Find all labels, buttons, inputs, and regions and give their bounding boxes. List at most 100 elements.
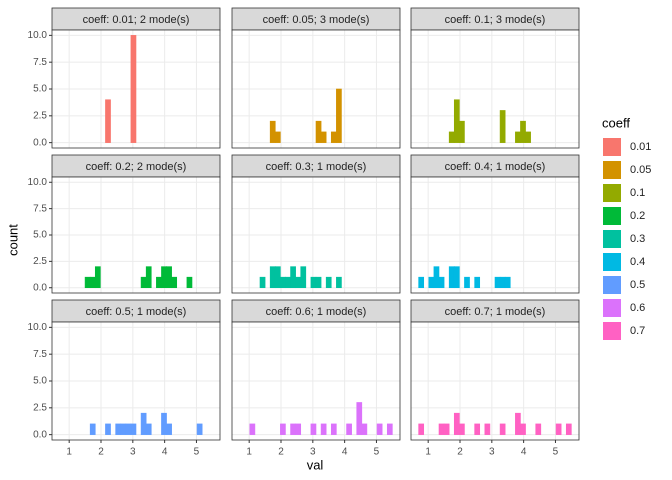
strip-title: coeff: 0.2; 2 mode(s) (86, 161, 187, 173)
bar (448, 266, 455, 289)
bar (330, 423, 337, 435)
panel-border (51, 176, 221, 294)
bar (555, 423, 562, 435)
bar (290, 423, 296, 435)
bar (140, 412, 147, 435)
strip-title: coeff: 0.1; 3 mode(s) (445, 14, 546, 26)
bar (274, 131, 281, 143)
bar (565, 423, 572, 435)
panel-border (51, 321, 221, 441)
y-tick-label: 0.0 (33, 282, 47, 293)
strip-title: coeff: 0.7; 1 mode(s) (445, 306, 546, 318)
x-tick-label: 1 (246, 447, 252, 458)
bar (453, 266, 460, 289)
bar (280, 276, 286, 289)
y-tick-label: 10.0 (28, 322, 48, 333)
bar (361, 423, 368, 435)
bar (130, 423, 137, 435)
bar (535, 423, 542, 435)
bar (171, 276, 178, 289)
bar (94, 266, 101, 289)
x-tick-label: 3 (310, 447, 316, 458)
bar (515, 131, 521, 143)
bar (310, 276, 317, 289)
y-tick-label: 0.0 (33, 429, 47, 440)
bar (315, 276, 322, 289)
bar (330, 131, 337, 143)
legend-key (603, 138, 621, 156)
bar (336, 276, 342, 289)
bar (156, 276, 162, 289)
bar (120, 423, 127, 435)
panel-border (231, 176, 401, 294)
x-tick-label: 5 (553, 447, 559, 458)
x-axis-title: val (307, 457, 324, 472)
bar (89, 276, 96, 289)
bar (315, 120, 322, 143)
legend-key (603, 161, 621, 179)
legend-label: 0.7 (630, 325, 645, 337)
x-tick-label: 1 (66, 447, 72, 458)
x-tick-label: 2 (98, 447, 104, 458)
y-tick-label: 7.5 (33, 349, 47, 360)
y-tick-label: 5.0 (33, 84, 47, 95)
bar (84, 276, 91, 289)
bar (376, 423, 383, 435)
y-tick-label: 5.0 (33, 230, 47, 241)
legend-key (603, 207, 621, 225)
legend-label: 0.01 (630, 141, 651, 153)
legend-key (603, 276, 621, 294)
legend-label: 0.6 (630, 302, 645, 314)
bar (320, 131, 327, 143)
bar (520, 120, 526, 143)
bar (453, 99, 460, 143)
panel-border (231, 29, 401, 149)
legend-title: coeff (602, 115, 630, 130)
bar (464, 276, 470, 289)
bar (290, 266, 296, 289)
bar (325, 276, 332, 289)
bar (484, 423, 491, 435)
x-tick-label: 1 (425, 447, 431, 458)
x-tick-label: 4 (342, 447, 348, 458)
bar (186, 276, 193, 289)
bar (504, 276, 511, 289)
bar (336, 88, 342, 143)
bar (140, 276, 147, 289)
y-tick-label: 0.0 (33, 137, 47, 148)
bar (525, 131, 531, 143)
bar (459, 423, 465, 435)
bar (161, 412, 167, 435)
legend-label: 0.3 (630, 233, 645, 245)
legend-key (603, 253, 621, 271)
bar (166, 423, 172, 435)
bar (105, 423, 111, 435)
strip-title: coeff: 0.05; 3 mode(s) (263, 14, 370, 26)
bar (433, 266, 440, 289)
bar (494, 276, 501, 289)
legend-label: 0.2 (630, 210, 645, 222)
x-tick-label: 2 (278, 447, 284, 458)
bar (320, 423, 327, 435)
bar (499, 423, 506, 435)
bar (438, 276, 445, 289)
y-tick-label: 10.0 (28, 30, 48, 41)
x-tick-label: 4 (521, 447, 527, 458)
panel-border (51, 29, 221, 149)
bar (499, 110, 506, 143)
x-tick-label: 5 (194, 447, 200, 458)
y-tick-label: 7.5 (33, 203, 47, 214)
legend-key (603, 230, 621, 248)
y-tick-label: 2.5 (33, 402, 47, 413)
y-axis-title: count (5, 224, 20, 256)
bar (125, 423, 132, 435)
bar (115, 423, 122, 435)
bar (295, 276, 302, 289)
bar (356, 402, 363, 435)
bar (280, 423, 286, 435)
x-tick-label: 5 (374, 447, 380, 458)
bar (346, 423, 352, 435)
panel-border (410, 321, 580, 441)
bar (196, 423, 203, 435)
y-tick-label: 7.5 (33, 57, 47, 68)
